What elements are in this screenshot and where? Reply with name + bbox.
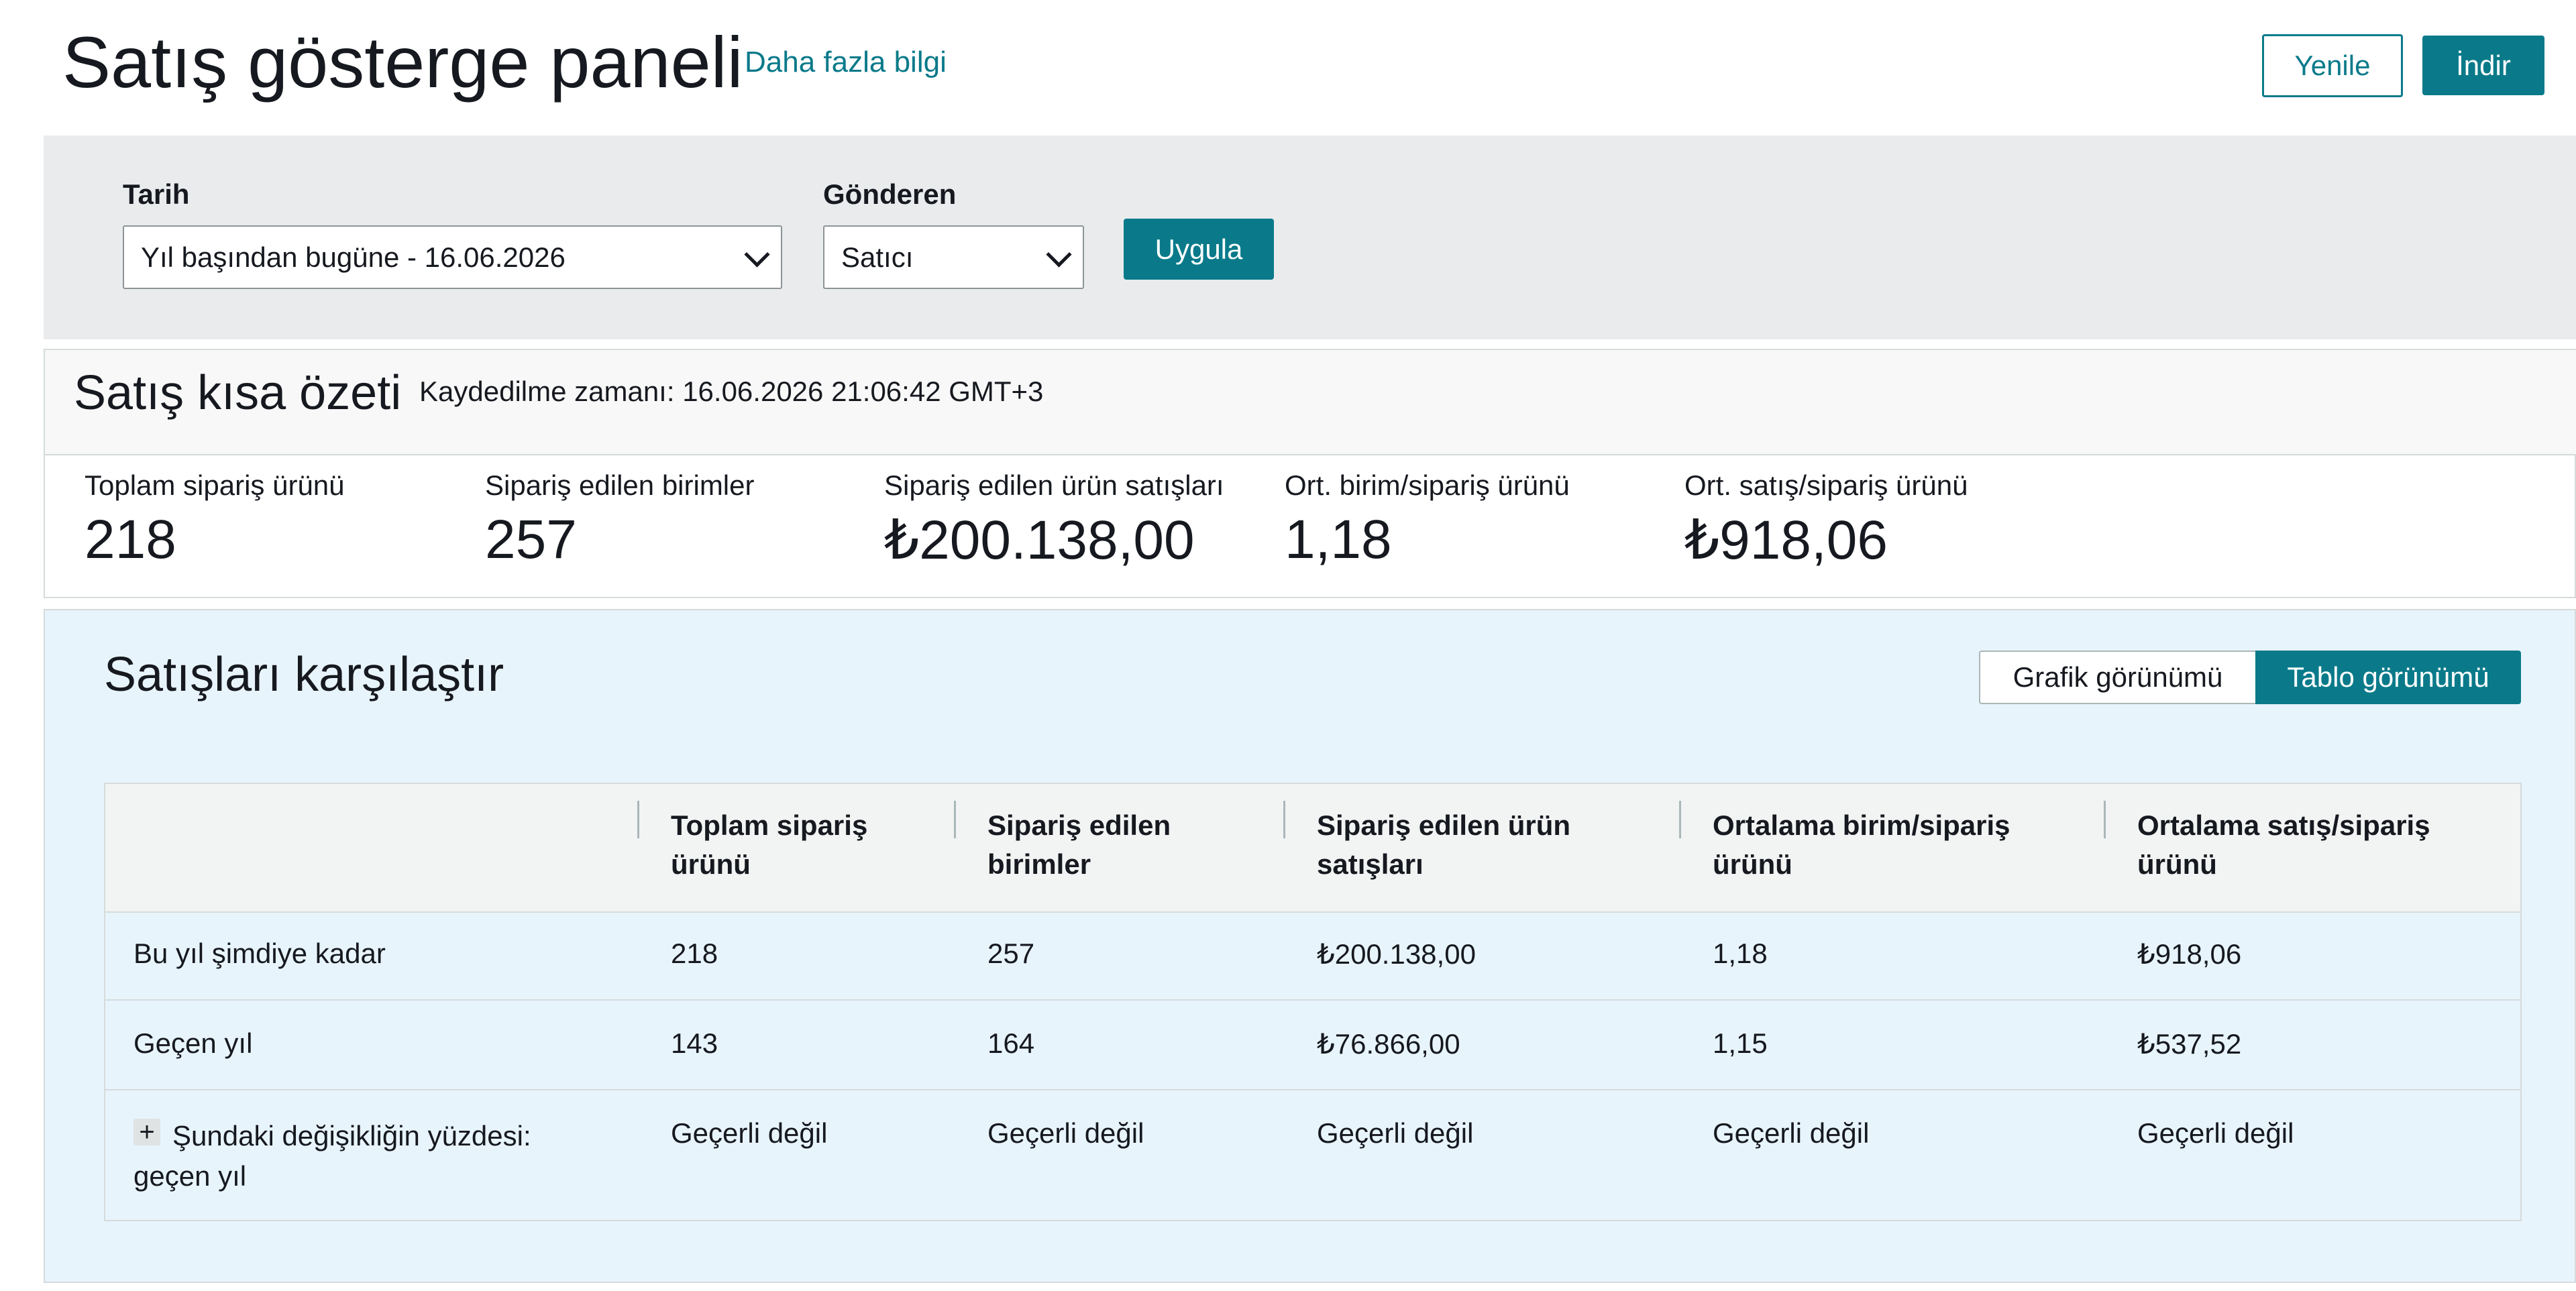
download-button[interactable]: İndir [2422,36,2544,95]
table-cell: ₺76.866,00 [1317,1028,1460,1060]
table-cell: ₺918,06 [2137,938,2242,970]
column-divider [637,801,639,838]
table-cell: Geçerli değil [1713,1117,1870,1149]
metric-value-avg-units-per-order: 1,18 [1285,509,1392,570]
table-cell: 1,15 [1713,1027,1768,1059]
sales-summary-header [45,350,2576,455]
refresh-button[interactable]: Yenile [2262,34,2403,97]
column-header-total-order-items[interactable]: Toplam sipariş ürünü [637,801,939,884]
column-divider [954,801,956,838]
apply-button[interactable]: Uygula [1124,219,1274,280]
row-label-this-year: Bu yıl şimdiye kadar [133,938,386,969]
table-cell: 257 [987,938,1035,969]
table-cell: 1,18 [1713,938,1768,969]
chevron-down-icon [1046,241,1072,268]
column-divider [1283,801,1285,838]
chevron-down-icon [744,241,770,268]
expand-plus-icon[interactable]: + [133,1117,160,1147]
table-header-row [105,784,2520,913]
row-divider [105,1089,2520,1090]
row-label-percent-change: Şundaki değişikliğin yüzdesi: geçen yıl [133,1120,531,1192]
date-range-select[interactable]: Yıl başından bugüne - 16.06.2026 [123,225,782,289]
table-view-toggle[interactable]: Tablo görünümü [2255,651,2521,704]
sender-select[interactable]: Satıcı [823,225,1084,289]
column-divider [2104,801,2106,838]
sales-summary-title: Satış kısa özeti [74,366,402,420]
compare-sales-title: Satışları karşılaştır [104,648,504,701]
column-header-avg-sales-per-order[interactable]: Ortalama satış/sipariş ürünü [2104,801,2486,884]
table-cell: Geçerli değil [1317,1117,1474,1149]
column-divider [1679,801,1681,838]
metric-label-avg-sales-per-order: Ort. satış/sipariş ürünü [1684,469,1968,501]
metric-value-ordered-product-sales: ₺200.138,00 [884,510,1195,571]
sender-filter-label: Gönderen [823,178,957,210]
page-title: Satış gösterge paneli [62,21,743,103]
table-cell: Geçerli değil [987,1117,1144,1149]
row-label-last-year: Geçen yıl [133,1027,253,1059]
metric-value-avg-sales-per-order: ₺918,06 [1684,510,1888,571]
sender-value: Satıcı [841,241,914,273]
learn-more-link[interactable]: Daha fazla bilgi [745,46,947,78]
table-cell: Geçerli değil [2137,1117,2294,1149]
table-cell: 143 [671,1027,718,1059]
date-range-value: Yıl başından bugüne - 16.06.2026 [141,241,566,273]
metric-label-total-order-items: Toplam sipariş ürünü [85,469,345,501]
column-header-ordered-product-sales[interactable]: Sipariş edilen ürün satışları [1283,801,1639,884]
column-header-avg-units-per-order[interactable]: Ortalama birim/sipariş ürünü [1679,801,2088,884]
table-cell: 164 [987,1027,1035,1059]
metric-value-units-ordered: 257 [485,509,577,570]
metric-value-total-order-items: 218 [85,509,176,570]
metric-label-units-ordered: Sipariş edilen birimler [485,469,755,501]
graph-view-toggle[interactable]: Grafik görünümü [1979,651,2255,704]
table-cell: Geçerli değil [671,1117,828,1149]
metric-label-ordered-product-sales: Sipariş edilen ürün satışları [884,469,1224,501]
date-filter-label: Tarih [123,178,190,210]
table-cell: ₺537,52 [2137,1028,2242,1060]
table-cell: 218 [671,938,718,969]
row-divider [105,999,2520,1001]
saved-timestamp: Kaydedilme zamanı: 16.06.2026 21:06:42 G… [419,376,1044,407]
table-cell: ₺200.138,00 [1317,938,1476,970]
metric-label-avg-units-per-order: Ort. birim/sipariş ürünü [1285,469,1570,501]
column-header-units-ordered[interactable]: Sipariş edilen birimler [954,801,1242,884]
